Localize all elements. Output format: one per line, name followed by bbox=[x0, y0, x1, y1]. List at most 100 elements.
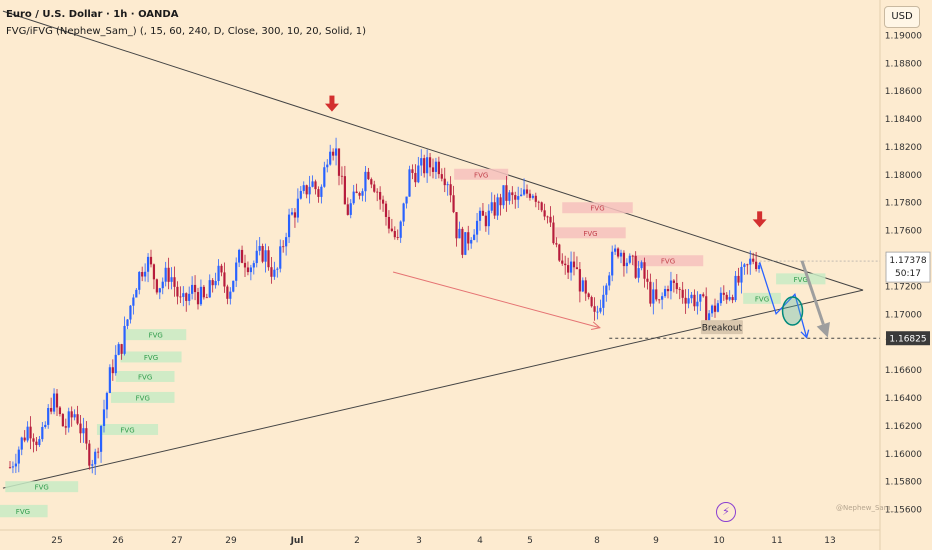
candle-body bbox=[352, 191, 355, 204]
candle-body bbox=[246, 267, 250, 273]
countdown-label: 50:17 bbox=[895, 269, 921, 279]
candle-body bbox=[549, 216, 552, 223]
indicator-label[interactable]: FVG/iFVG (Nephew_Sam_) (, 15, 60, 240, D… bbox=[6, 26, 366, 37]
candle-body bbox=[484, 215, 487, 227]
candle-body bbox=[240, 249, 244, 263]
candle-body bbox=[99, 425, 103, 452]
upper-trendline bbox=[2, 10, 864, 291]
time-tick-label: Jul bbox=[290, 536, 304, 546]
candle-body bbox=[534, 195, 537, 202]
candle-body bbox=[370, 179, 373, 185]
candle-body bbox=[176, 286, 179, 297]
candle-body bbox=[120, 344, 123, 354]
candle-body bbox=[713, 305, 717, 312]
down-arrow-shaft bbox=[329, 95, 335, 105]
fvg-label: FVG bbox=[136, 394, 150, 402]
candle-body bbox=[167, 267, 170, 282]
candle-body bbox=[622, 252, 626, 267]
candle-body bbox=[299, 190, 302, 199]
time-tick-label: 11 bbox=[771, 536, 782, 546]
candle-body bbox=[678, 289, 681, 290]
candle-body bbox=[196, 292, 200, 305]
candle-body bbox=[514, 195, 517, 200]
candle-body bbox=[14, 463, 17, 467]
candle-body bbox=[282, 246, 285, 248]
candle-body bbox=[29, 426, 32, 439]
candle-body bbox=[320, 186, 323, 197]
candle-body bbox=[596, 311, 599, 313]
candle-body bbox=[355, 191, 358, 194]
fvg-label: FVG bbox=[474, 171, 488, 179]
candle-body bbox=[423, 158, 426, 174]
candle-body bbox=[616, 248, 620, 257]
time-tick-label: 13 bbox=[824, 536, 835, 546]
candle-body bbox=[308, 186, 311, 195]
candle-body bbox=[226, 286, 229, 299]
candle-body bbox=[384, 203, 388, 217]
candle-body bbox=[546, 216, 549, 218]
currency-button[interactable]: USD bbox=[884, 6, 920, 28]
candle-body bbox=[317, 189, 320, 197]
candle-body bbox=[558, 244, 561, 261]
price-tick-label: 1.17200 bbox=[885, 282, 922, 292]
candle-body bbox=[708, 313, 711, 321]
candle-body bbox=[731, 297, 734, 301]
candle-body bbox=[399, 221, 402, 238]
candle-body bbox=[540, 202, 543, 211]
candle-body bbox=[614, 248, 617, 252]
candle-body bbox=[114, 354, 117, 374]
candle-body bbox=[41, 426, 44, 440]
candle-body bbox=[696, 301, 699, 307]
candle-body bbox=[70, 411, 73, 418]
candle-body bbox=[587, 293, 590, 298]
candle-body bbox=[61, 414, 64, 427]
lightning-icon[interactable]: ⚡ bbox=[716, 502, 736, 522]
candle-body bbox=[572, 261, 576, 268]
candle-body bbox=[625, 262, 628, 267]
candle-body bbox=[757, 265, 761, 270]
candle-body bbox=[402, 203, 405, 222]
fvg-zone bbox=[632, 255, 704, 267]
candle-body bbox=[511, 192, 514, 196]
candle-body bbox=[522, 189, 526, 195]
candle-body bbox=[349, 203, 352, 215]
candle-body bbox=[293, 212, 297, 218]
price-tick-label: 1.18400 bbox=[885, 115, 922, 125]
candle-body bbox=[661, 296, 664, 300]
candle-body bbox=[132, 297, 135, 306]
candle-body bbox=[411, 169, 414, 173]
candle-body bbox=[191, 284, 194, 294]
candle-body bbox=[361, 191, 364, 196]
price-tick-label: 1.18000 bbox=[885, 171, 922, 181]
candle-body bbox=[446, 184, 449, 186]
price-tick-label: 1.17600 bbox=[885, 227, 922, 237]
fvg-label: FVG bbox=[661, 258, 675, 266]
candle-body bbox=[637, 268, 640, 278]
candle-body bbox=[605, 285, 608, 295]
candle-body bbox=[575, 267, 579, 270]
candle-body bbox=[193, 284, 197, 293]
candle-body bbox=[672, 280, 675, 283]
candle-body bbox=[376, 191, 379, 193]
candle-body bbox=[273, 269, 276, 277]
candle-body bbox=[520, 194, 523, 197]
fvg-label: FVG bbox=[35, 484, 49, 492]
candle-body bbox=[111, 367, 114, 374]
candle-body bbox=[428, 157, 432, 168]
down-arrow-head bbox=[324, 103, 339, 112]
fvg-label: FVG bbox=[16, 508, 30, 516]
candle-body bbox=[58, 407, 62, 415]
fvg-zone bbox=[125, 329, 187, 341]
candle-body bbox=[684, 297, 687, 304]
candle-body bbox=[217, 265, 220, 282]
candle-body bbox=[358, 193, 361, 196]
breakout-price-label: 1.16825 bbox=[889, 335, 926, 345]
candle-body bbox=[208, 280, 211, 298]
fvg-label: FVG bbox=[583, 230, 597, 238]
candle-body bbox=[258, 245, 261, 251]
candle-body bbox=[452, 195, 455, 213]
candle-body bbox=[517, 196, 520, 200]
candle-body bbox=[431, 167, 435, 172]
candle-body bbox=[634, 255, 637, 278]
